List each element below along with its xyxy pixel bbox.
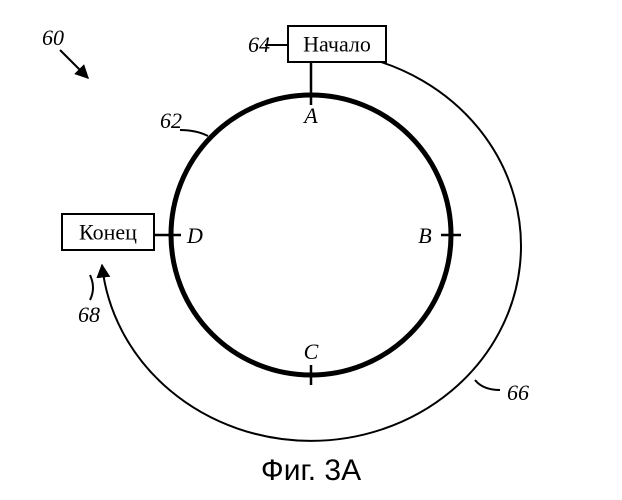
end-label: Конец [79, 220, 137, 245]
ref-62: 62 [160, 108, 182, 133]
point-label-B: B [418, 223, 431, 248]
ref-66: 66 [507, 380, 529, 405]
ref-60: 60 [42, 25, 64, 50]
point-label-A: A [302, 103, 318, 128]
point-label-C: C [304, 339, 319, 364]
ref-68: 68 [78, 302, 100, 327]
point-label-D: D [186, 223, 203, 248]
figure-caption: Фиг. 3A [261, 454, 361, 487]
ref-64: 64 [248, 32, 270, 57]
start-label: Начало [303, 32, 371, 57]
